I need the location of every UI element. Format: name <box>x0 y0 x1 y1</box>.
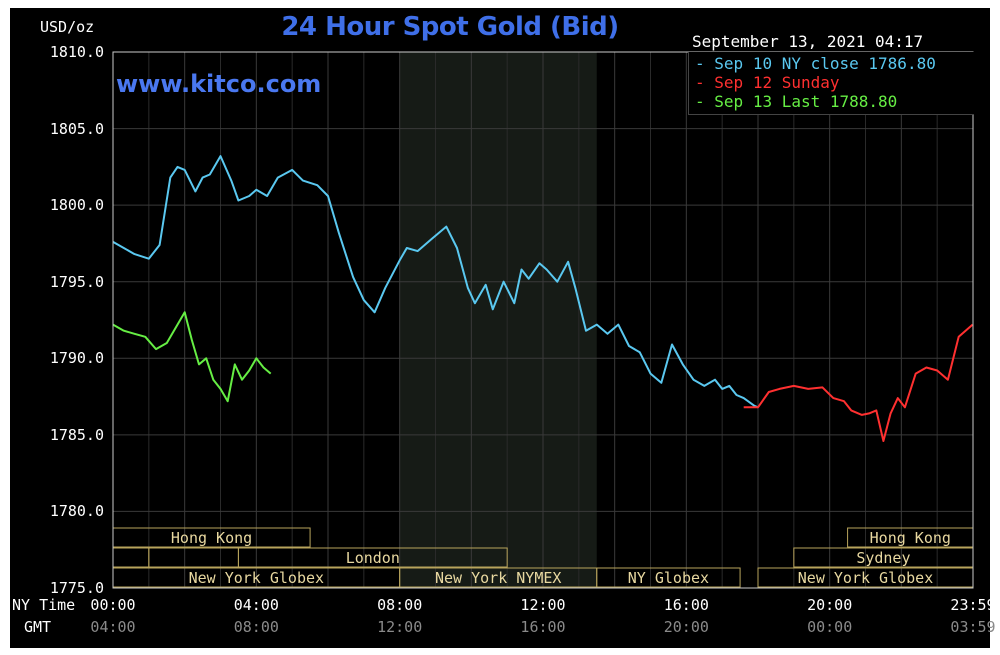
y-tick-label: 1790.0 <box>49 349 104 368</box>
y-tick-label: 1780.0 <box>49 502 104 521</box>
legend-label: Sep 12 Sunday <box>714 73 840 92</box>
y-tick-label: 1775.0 <box>49 579 104 597</box>
chart-title: 24 Hour Spot Gold (Bid) <box>281 12 619 42</box>
chart-datetime: September 13, 2021 04:17 <box>692 32 924 51</box>
gmt-tick-label: 04:00 <box>90 618 136 636</box>
gmt-tick-label: 08:00 <box>233 618 279 636</box>
website-watermark: www.kitco.com <box>116 70 322 98</box>
gmt-tick-label: 16:00 <box>520 618 566 636</box>
price-series-line <box>112 155 759 409</box>
price-series-line <box>743 323 974 442</box>
gmt-tick-label: 12:00 <box>377 618 423 636</box>
legend: - Sep 10 NY close 1786.80 - Sep 12 Sunda… <box>688 52 974 115</box>
legend-marker: - <box>695 73 705 92</box>
market-session-label: New York Globex <box>189 569 324 587</box>
y-tick-label: 1795.0 <box>49 272 104 291</box>
market-session-label: London <box>346 549 400 567</box>
market-session-box <box>237 547 508 568</box>
legend-marker: - <box>695 92 705 111</box>
ny-time-row-label: NY Time <box>12 596 76 614</box>
legend-item-sep12: - Sep 12 Sunday <box>695 73 840 92</box>
x-tick-label: 20:00 <box>807 596 853 614</box>
gmt-tick-label: 03:59 <box>950 618 996 636</box>
y-tick-label: 1805.0 <box>49 119 104 138</box>
market-session-box <box>596 567 741 588</box>
legend-label: Sep 13 Last 1788.80 <box>714 92 898 111</box>
market-session-label: NY Globex <box>628 569 709 587</box>
plot-border <box>112 51 974 589</box>
market-session-label: Hong Kong <box>870 529 951 547</box>
nymex-session-shading <box>399 52 597 588</box>
y-tick-label: 1810.0 <box>49 43 104 61</box>
x-tick-label: 23:59 <box>950 596 996 614</box>
x-tick-label: 08:00 <box>377 596 423 614</box>
x-tick-label: 04:00 <box>233 596 279 614</box>
market-session-label: New York NYMEX <box>435 569 561 587</box>
price-series-line <box>112 311 272 403</box>
gmt-tick-label: 00:00 <box>807 618 853 636</box>
gmt-tick-label: 20:00 <box>663 618 709 636</box>
x-tick-label: 12:00 <box>520 596 566 614</box>
y-tick-label: 1800.0 <box>49 196 104 215</box>
gmt-row-label: GMT <box>24 618 52 636</box>
market-session-box <box>148 547 239 568</box>
legend-item-sep10: - Sep 10 NY close 1786.80 <box>695 54 936 73</box>
x-tick-label: 00:00 <box>90 596 136 614</box>
legend-label: Sep 10 NY close 1786.80 <box>714 54 936 73</box>
market-session-label: Hong Kong <box>171 529 252 547</box>
x-tick-label: 16:00 <box>663 596 709 614</box>
legend-marker: - <box>695 54 705 73</box>
y-tick-label: 1785.0 <box>49 425 104 444</box>
market-session-label: New York Globex <box>798 569 933 587</box>
legend-item-sep13: - Sep 13 Last 1788.80 <box>695 92 897 111</box>
market-session-box <box>112 547 150 568</box>
y-axis-unit: USD/oz <box>40 18 95 36</box>
market-session-label: Sydney <box>856 549 910 567</box>
